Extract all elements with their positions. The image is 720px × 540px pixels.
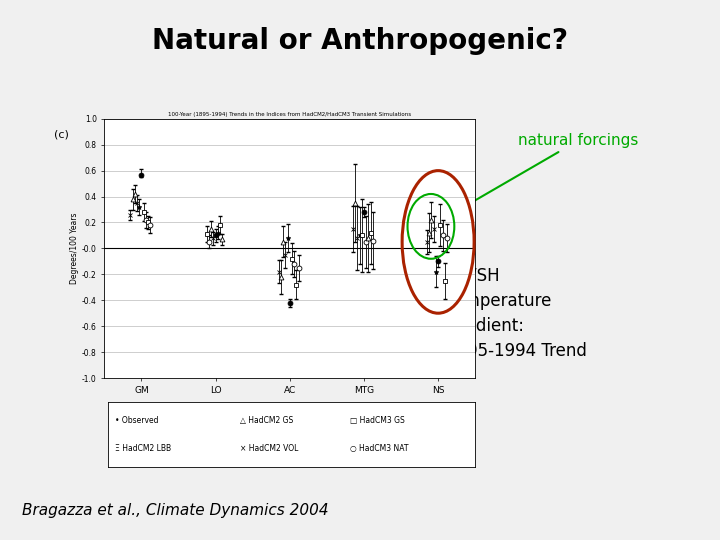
Text: • Observed: • Observed [115, 416, 159, 425]
Text: × HadCM2 VOL: × HadCM2 VOL [240, 444, 299, 454]
Text: NH/SH
Temperature
Gradient:
1895-1994 Trend: NH/SH Temperature Gradient: 1895-1994 Tr… [446, 267, 588, 360]
Text: Ξ HadCM2 LBB: Ξ HadCM2 LBB [115, 444, 171, 454]
Text: Natural or Anthropogenic?: Natural or Anthropogenic? [152, 27, 568, 55]
Text: □ HadCM3 GS: □ HadCM3 GS [351, 416, 405, 425]
Text: △ HadCM2 GS: △ HadCM2 GS [240, 416, 294, 425]
Text: Bragazza et al., Climate Dynamics 2004: Bragazza et al., Climate Dynamics 2004 [22, 503, 328, 518]
Text: (c): (c) [53, 130, 68, 140]
Text: natural forcings: natural forcings [454, 133, 639, 213]
Y-axis label: Degrees/100 Years: Degrees/100 Years [70, 213, 79, 284]
Title: 100-Year (1895-1994) Trends in the Indices from HadCM2/HadCM3 Transient Simulati: 100-Year (1895-1994) Trends in the Indic… [168, 112, 411, 117]
Text: ○ HadCM3 NAT: ○ HadCM3 NAT [351, 444, 409, 454]
